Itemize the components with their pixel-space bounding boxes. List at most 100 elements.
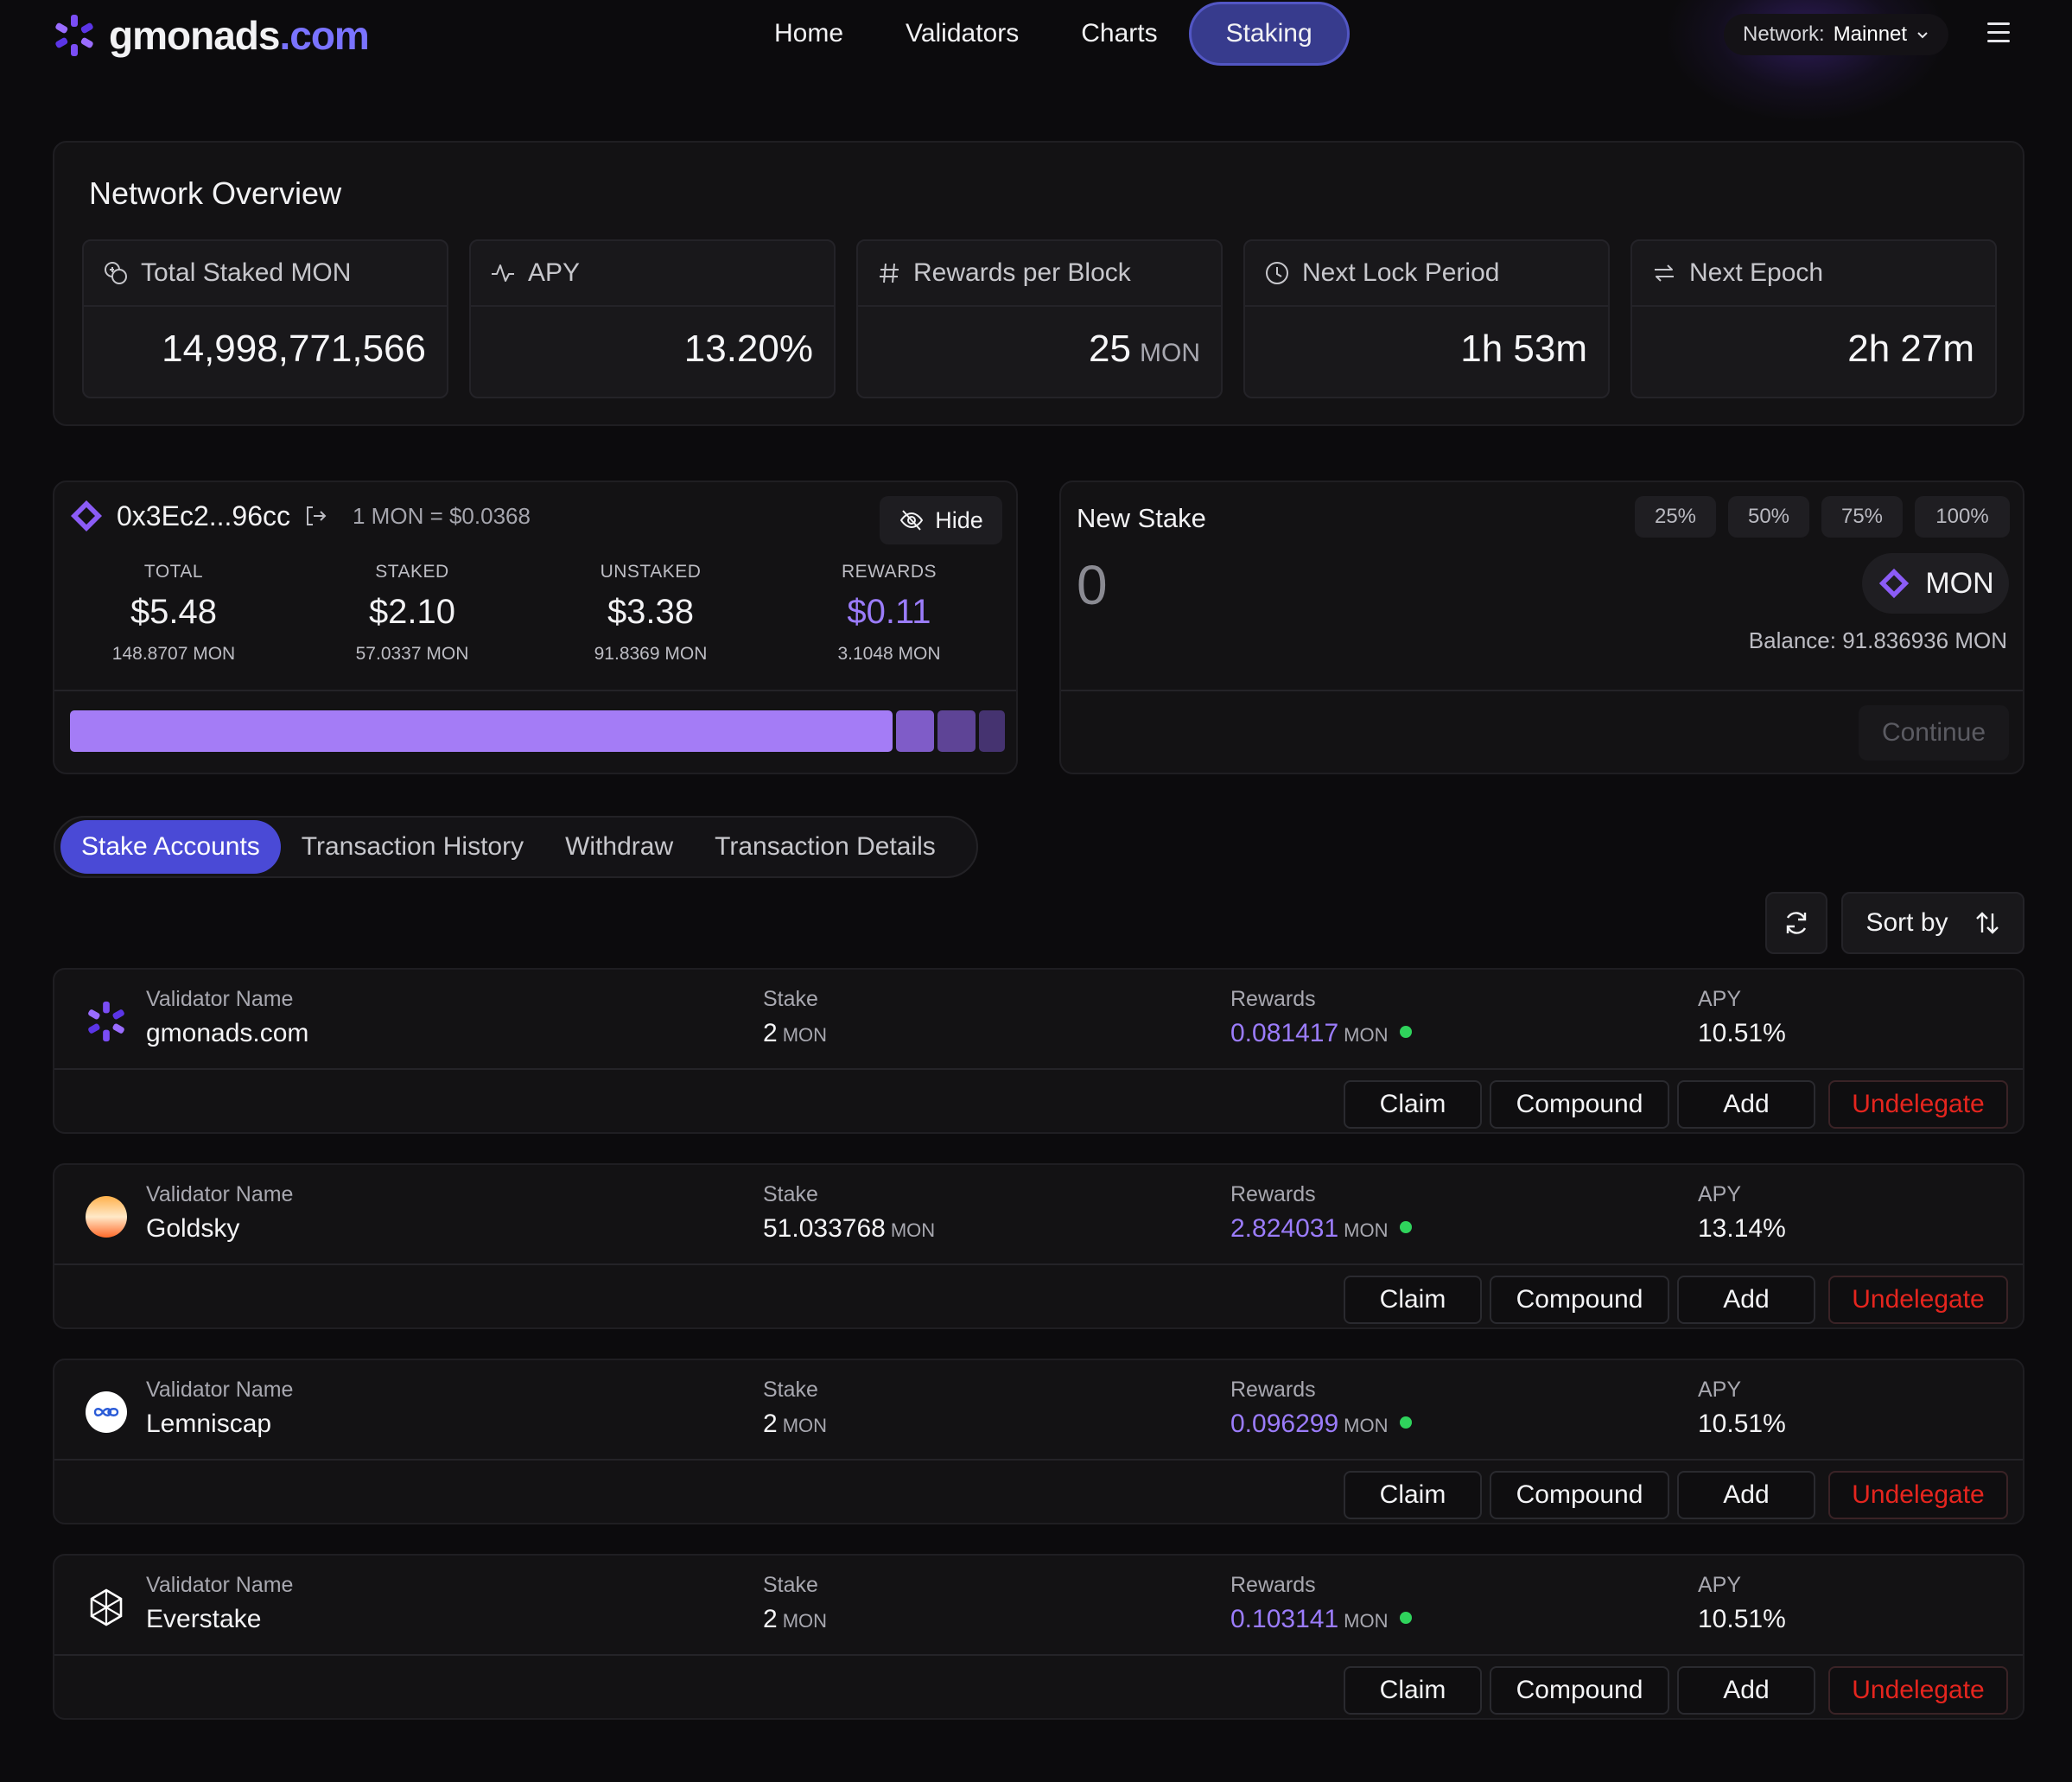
col-label: TOTAL [143,562,204,582]
continue-button[interactable]: Continue [1859,705,2009,761]
rewards-col: Rewards 0.081417 MON [1230,987,1413,1048]
stake-value: 2 [763,1605,778,1633]
col-label: REWARDS [841,562,937,582]
wallet-total: TOTAL $5.48 148.8707 MON [54,562,293,665]
claim-button[interactable]: Claim [1344,1276,1482,1324]
stat-value: 1h 53m [1460,328,1587,370]
sort-button[interactable]: Sort by [1841,892,2024,954]
stat-label: APY [528,258,581,287]
add-button[interactable]: Add [1677,1471,1815,1519]
network-selector[interactable]: Network: Mainnet [1724,14,1949,55]
compound-button[interactable]: Compound [1490,1276,1669,1324]
network-value: Mainnet [1833,22,1908,46]
compound-button[interactable]: Compound [1490,1666,1669,1715]
rewards-value: 0.103141 [1230,1605,1339,1633]
token-selector[interactable]: MON [1862,553,2009,614]
tab-withdraw[interactable]: Withdraw [565,832,674,861]
col-label: APY [1698,1573,1742,1597]
apy-value: 13.14% [1698,1214,1786,1243]
col-label: Stake [763,1182,818,1206]
compound-button[interactable]: Compound [1490,1471,1669,1519]
stake-col: Stake 51.033768 MON [763,1182,935,1244]
stat-label: Total Staked MON [141,258,352,287]
unit: MON [782,1415,828,1436]
claim-button[interactable]: Claim [1344,1471,1482,1519]
tab-stake-accounts[interactable]: Stake Accounts [60,820,281,874]
hide-balance-button[interactable]: Hide [880,496,1002,544]
col-label: Rewards [1230,1573,1316,1597]
apy-col: APY 10.51% [1698,987,1786,1048]
divider [54,690,1016,691]
col-label: STAKED [375,562,449,582]
tab-transaction-history[interactable]: Transaction History [301,832,524,861]
validator-name-col: Validator Name Goldsky [146,1182,293,1244]
rewards-col: Rewards 2.824031 MON [1230,1182,1413,1244]
add-button[interactable]: Add [1677,1080,1815,1129]
percent-100-button[interactable]: 100% [1915,496,2010,538]
unit: MON [1344,1415,1389,1436]
nav-home[interactable]: Home [774,19,844,48]
stake-value: 51.033768 [763,1214,886,1243]
wallet-rewards: REWARDS $0.11 3.1048 MON [770,562,1008,665]
validator-name: gmonads.com [146,1019,309,1047]
stat-value: 13.20% [683,328,813,370]
goldsky-logo-icon [84,1194,129,1239]
stat-unit: MON [1140,339,1200,367]
col-usd: $5.48 [130,593,218,631]
validator-name-col: Validator Name Everstake [146,1573,293,1634]
validator-name: Lemniscap [146,1410,272,1438]
nav-staking[interactable]: Staking [1188,2,1350,66]
compound-button[interactable]: Compound [1490,1080,1669,1129]
refresh-button[interactable] [1765,892,1827,954]
stat-value: 14,998,771,566 [162,328,426,370]
token-label: MON [1925,566,1994,600]
col-label: APY [1698,1378,1742,1402]
menu-icon[interactable] [1987,22,2010,43]
undelegate-button[interactable]: Undelegate [1828,1666,2008,1715]
undelegate-button[interactable]: Undelegate [1828,1080,2008,1129]
claim-button[interactable]: Claim [1344,1080,1482,1129]
col-label: Validator Name [146,1573,294,1597]
nav-charts[interactable]: Charts [1081,19,1158,48]
sort-arrows-icon [1975,912,1999,934]
undelegate-button[interactable]: Undelegate [1828,1276,2008,1324]
account-tabs: Stake Accounts Transaction History Withd… [54,816,978,878]
col-label: Validator Name [146,987,294,1011]
unit: MON [890,1219,936,1241]
monad-icon [71,500,102,531]
overview-title: Network Overview [89,175,342,211]
logout-icon[interactable] [302,503,328,529]
tab-transaction-details[interactable]: Transaction Details [715,832,936,861]
col-label: APY [1698,987,1742,1011]
apy-col: APY 10.51% [1698,1378,1786,1439]
status-dot [1400,1416,1413,1429]
apy-col: APY 13.14% [1698,1182,1786,1244]
add-button[interactable]: Add [1677,1276,1815,1324]
balance-bar [70,710,1005,752]
col-mon: 148.8707 MON [111,644,236,664]
stat-rewards-per-block: Rewards per Block 25 MON [856,239,1223,398]
percent-25-button[interactable]: 25% [1635,496,1716,538]
apy-value: 10.51% [1698,1019,1786,1047]
validator-name-col: Validator Name gmonads.com [146,987,308,1048]
nav-validators[interactable]: Validators [906,19,1020,48]
undelegate-button[interactable]: Undelegate [1828,1471,2008,1519]
wallet-address: 0x3Ec2...96cc [117,500,290,531]
claim-button[interactable]: Claim [1344,1666,1482,1715]
clock-icon [1266,262,1288,284]
percent-75-button[interactable]: 75% [1821,496,1903,538]
stake-value: 2 [763,1410,778,1438]
col-label: UNSTAKED [600,562,702,582]
validator-name: Goldsky [146,1214,240,1243]
stat-label: Next Epoch [1689,258,1824,287]
percent-50-button[interactable]: 50% [1728,496,1809,538]
stake-col: Stake 2 MON [763,987,827,1048]
brand-logo[interactable]: gmonads.com [52,12,370,59]
stake-amount-input[interactable]: 0 [1077,554,1108,616]
add-button[interactable]: Add [1677,1666,1815,1715]
status-dot [1400,1221,1413,1234]
repeat-icon [1655,264,1674,282]
stake-account-card: Validator Name Lemniscap Stake 2 MON Rewa… [53,1359,2024,1524]
brand-name: gmonads.com [109,13,370,58]
stake-col: Stake 2 MON [763,1573,827,1634]
